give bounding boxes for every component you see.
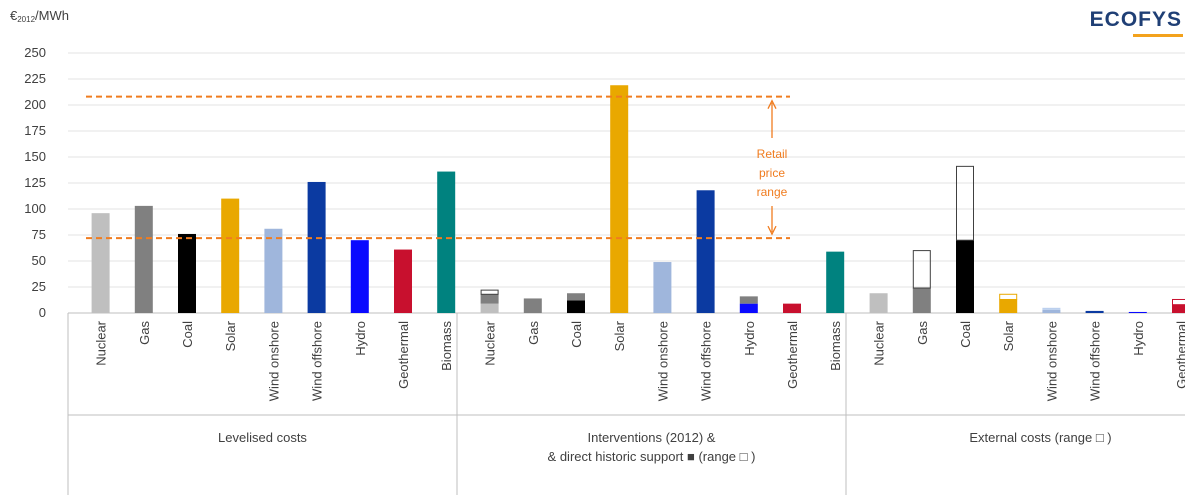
x-tick-label: Biomass: [828, 321, 843, 371]
retail-price-label: Retail: [757, 147, 788, 161]
y-tick-label: 250: [24, 45, 46, 60]
y-tick-label: 225: [24, 71, 46, 86]
x-tick-label: Gas: [915, 321, 930, 345]
y-unit-text: €2012/MWh: [10, 8, 69, 24]
y-tick-label: 25: [32, 279, 46, 294]
bar-g3-gas: [912, 288, 931, 313]
x-tick-label: Wind offshore: [699, 321, 714, 401]
x-tick-label: Gas: [526, 321, 541, 345]
bar-g1-hydro: [350, 240, 369, 313]
bar-support-g2-nuclear: [480, 294, 499, 304]
bar-g2-wind-onshore: [653, 262, 672, 313]
bar-g3-wind-offshore: [1085, 310, 1104, 313]
x-tick-label: Biomass: [439, 321, 454, 371]
bar-g1-gas: [134, 205, 153, 313]
bar-support-g3-wind-onshore: [1042, 307, 1061, 310]
x-tick-label: Coal: [958, 321, 973, 348]
bar-g1-solar: [221, 198, 240, 313]
bar-g1-biomass: [437, 171, 456, 313]
x-tick-label: Hydro: [742, 321, 757, 356]
bar-g3-wind-onshore: [1042, 309, 1061, 313]
y-tick-label: 50: [32, 253, 46, 268]
x-tick-label: Gas: [137, 321, 152, 345]
x-tick-label: Nuclear: [872, 320, 887, 365]
x-tick-label: Wind offshore: [1088, 321, 1103, 401]
bar-g3-nuclear: [869, 293, 888, 313]
bar-g3-solar: [999, 299, 1018, 313]
y-tick-label: 75: [32, 227, 46, 242]
y-unit-label: €2012/MWh: [10, 8, 69, 24]
arrowhead-up: [767, 99, 777, 109]
y-tick-label: 175: [24, 123, 46, 138]
range-g3-coal: [956, 165, 974, 241]
bar-g2-geothermal: [783, 303, 801, 313]
bar-g1-coal: [178, 233, 196, 313]
y-tick-label: 150: [24, 149, 46, 164]
bar-g1-wind-onshore: [264, 228, 283, 313]
range-g2-nuclear: [480, 289, 499, 295]
logo-underline: [1133, 34, 1183, 37]
bar-g1-nuclear: [91, 213, 110, 313]
retail-price-label: price: [759, 166, 785, 180]
x-tick-label: Coal: [569, 321, 584, 348]
x-tick-label: Wind onshore: [655, 321, 670, 401]
x-tick-label: Wind offshore: [310, 321, 325, 401]
bar-g2-hydro: [739, 303, 758, 313]
group-label: & direct historic support ■ (range □ ): [548, 449, 756, 464]
range-g3-solar: [999, 293, 1018, 300]
bar-g2-nuclear: [480, 303, 499, 313]
bar-g1-geothermal: [394, 249, 412, 313]
x-tick-label: Geothermal: [1174, 321, 1185, 389]
y-tick-label: 200: [24, 97, 46, 112]
x-tick-label: Solar: [1001, 320, 1016, 351]
x-tick-label: Solar: [223, 320, 238, 351]
bar-g2-wind-offshore: [696, 190, 715, 313]
bar-g2-coal: [567, 300, 585, 313]
x-tick-label: Geothermal: [785, 321, 800, 389]
group-label: Interventions (2012) &: [588, 430, 716, 445]
x-tick-label: Solar: [612, 320, 627, 351]
x-tick-label: Nuclear: [483, 320, 498, 365]
annotations: Retail price range: [86, 95, 790, 240]
y-axis: 0 25 50 75 100 125 150 175 200 225 250: [24, 45, 46, 320]
group-label: External costs (range □ ): [969, 430, 1111, 445]
bars: [91, 85, 1185, 314]
x-tick-label: Hydro: [1131, 321, 1146, 356]
bar-g3-hydro: [1128, 311, 1147, 313]
bar-g3-geothermal: [1172, 304, 1185, 313]
x-tick-label: Nuclear: [94, 320, 109, 365]
x-tick-label: Hydro: [353, 321, 368, 356]
bar-support-g2-hydro: [739, 296, 758, 304]
y-tick-label: 125: [24, 175, 46, 190]
x-tick-label: Wind onshore: [266, 321, 281, 401]
y-tick-label: 100: [24, 201, 46, 216]
x-tick-label: Wind onshore: [1044, 321, 1059, 401]
range-g3-geothermal: [1172, 298, 1185, 306]
group-label: Levelised costs: [218, 430, 307, 445]
bar-g2-gas: [523, 298, 542, 313]
x-tick-label: Coal: [180, 321, 195, 348]
y-tick-label: 0: [39, 305, 46, 320]
range-g3-gas: [912, 250, 931, 289]
ecofys-logo: ECOFYS: [1090, 8, 1182, 31]
bar-g2-solar: [610, 85, 629, 314]
bar-g2-biomass: [826, 251, 845, 313]
bar-g1-wind-offshore: [307, 181, 326, 313]
retail-price-label: range: [757, 185, 788, 199]
bar-g3-coal: [956, 240, 974, 313]
x-tick-label: Geothermal: [396, 321, 411, 389]
x-axis: Nuclear Gas Coal Solar Wind onshore Wind offs…: [67, 313, 1185, 495]
arrowhead-down: [767, 225, 777, 236]
bar-support-g2-coal: [567, 293, 585, 301]
